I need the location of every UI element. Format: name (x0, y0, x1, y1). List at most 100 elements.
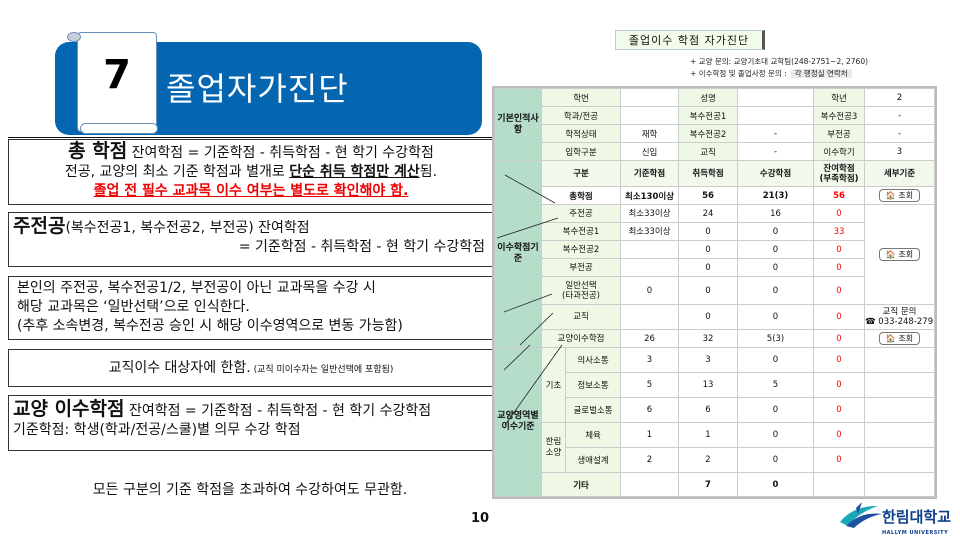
credit-value: 3 (678, 347, 739, 373)
panel-title: 졸업이수 학점 자가진단 (615, 30, 765, 50)
row-label: 주전공 (540, 204, 622, 223)
table-row: 생애설계 2 2 0 0 (495, 447, 936, 473)
field-value (737, 88, 815, 107)
field-label: 이수학기 (813, 142, 866, 161)
page-number: 10 (471, 511, 490, 526)
logo-sub: HALLYM UNIVERSITY (882, 530, 949, 536)
column-header: 구분 (540, 160, 622, 187)
table-row: 부전공 0 0 0 (495, 258, 935, 277)
credit-value: 0 (813, 204, 866, 223)
liberal-line2: 기준학점: 학생(학과/전공/스쿨)별 의무 수강 학점 (13, 422, 301, 438)
credit-value: 0 (737, 258, 815, 277)
row-label: 기타 (540, 472, 622, 497)
credit-value: 6 (678, 397, 739, 423)
credit-value: 0 (813, 304, 866, 330)
credit-value: 최소130이상 (620, 186, 680, 205)
row-label: 총학점 (540, 186, 622, 205)
note-liberal-contact: + 교양 문의: 교양기초대 교학팀(248-2751~2, 2760) (690, 57, 869, 66)
scroll-icon (77, 32, 157, 132)
total-credit-box: 총 학점 잔여학점 = 기준학점 - 취득학점 - 현 학기 수강학점 전공, … (8, 139, 494, 205)
detail-cell (864, 347, 936, 373)
field-label: 복수전공3 (813, 106, 866, 125)
credit-value: 2 (678, 447, 739, 473)
liberal-heading: 교양 이수학점 (13, 398, 125, 420)
teaching-main: 교직이수 대상자에 한함. (108, 360, 251, 376)
row-label: 일반선택 (타과전공) (540, 276, 622, 305)
credit-value: 26 (620, 329, 680, 348)
table-row: 이수학점기준 구분 기준학점 취득학점 수강학점 잔여학점 (부족학점) 세부기준 (494, 160, 936, 348)
credit-value: 0 (813, 372, 866, 398)
total-line2: 전공, 교양의 최소 기준 학점과 별개로 (64, 164, 290, 180)
credit-value: 32 (678, 329, 739, 348)
credit-value: 3 (620, 347, 680, 373)
table-row: 입학구분 신입 교직 - 이수학기 3 (495, 142, 936, 161)
credit-value: 56 (678, 186, 739, 205)
contact-label: 각 행정실 연락처 (790, 69, 852, 78)
credit-value: 2 (620, 447, 680, 473)
credit-value: 최소33이상 (620, 204, 680, 223)
view-button-label: 조회 (898, 191, 914, 200)
major-heading: 주전공 (13, 215, 66, 237)
detail-cell: 🏠 조회 (864, 329, 936, 348)
column-header: 세부기준 (864, 160, 936, 187)
divider (8, 137, 495, 138)
credit-value: 7 (678, 472, 739, 497)
credit-value: 0 (737, 304, 815, 330)
field-label: 부전공 (813, 124, 866, 143)
view-button-label: 조회 (898, 334, 914, 343)
field-value (620, 106, 680, 125)
detail-cell (864, 372, 936, 398)
credit-value: 0 (678, 240, 739, 259)
field-label: 학년 (813, 88, 866, 107)
major-paren: (복수전공1, 복수전공2, 부전공) 잔여학점 (65, 220, 310, 236)
credit-value: 5 (737, 372, 815, 398)
row-label: 교직 (540, 304, 622, 330)
row-label: 체육 (564, 422, 622, 448)
field-value: - (864, 106, 936, 125)
teaching-contact: 교직 문의 (882, 307, 917, 317)
credit-value (620, 240, 680, 259)
scroll-bottom-icon (80, 123, 158, 134)
group-liberal-standard: 교양영역별 이수기준 (494, 347, 542, 497)
teaching-phone: ☎ 033-248-2791 (865, 317, 935, 327)
credit-value: 0 (737, 276, 815, 305)
section-number: 7 (103, 52, 131, 98)
view-button[interactable]: 🏠 조회 (878, 189, 921, 202)
general-line3: (추후 소속변경, 복수전공 승인 시 해당 이수영역으로 변동 가능함) (17, 318, 403, 334)
credit-value: 0 (813, 258, 866, 277)
table-row: 교양영역별 이수기준 기초 의사소통 3 3 0 0 (494, 347, 936, 497)
credit-table: 기본인적사항 학번 성명 학년 2 학과/전공 복수전공1 복수전공3- 학적상태 재학 복수전공2… (491, 86, 938, 499)
table-row: 교직 0 0 0 교직 문의 ☎ 033-248-2791 (495, 304, 936, 330)
teaching-note: (교직 미이수자는 일반선택에 포함됨) (250, 365, 394, 375)
credit-value: 1 (678, 422, 739, 448)
field-value (620, 88, 680, 107)
hallym-logo-icon (840, 502, 882, 528)
section-title: 졸업자가진단 (166, 70, 349, 108)
credit-value: 0 (737, 397, 815, 423)
table-row: 총학점 최소130이상 56 21(3) 56 🏠 조회 (495, 186, 936, 205)
group-basic-info: 기본인적사항 (494, 88, 542, 161)
table-row: 정보소통 5 13 5 0 (495, 372, 936, 398)
view-button[interactable]: 🏠 조회 (878, 248, 921, 261)
credit-value: 0 (737, 240, 815, 259)
credit-value: 0 (678, 258, 739, 277)
credit-value (620, 304, 680, 330)
view-button[interactable]: 🏠 조회 (878, 332, 921, 345)
row-label: 생애설계 (564, 447, 622, 473)
credit-value: 0 (813, 347, 866, 373)
detail-cell (864, 447, 936, 473)
credit-value: 0 (813, 397, 866, 423)
credit-value (813, 472, 866, 497)
field-label: 성명 (678, 88, 739, 107)
detail-cell (864, 397, 936, 423)
subgroup-hallym: 한림소양 (541, 422, 566, 473)
subgroup-basic: 기초 (541, 347, 566, 423)
credit-value: 최소33이상 (620, 222, 680, 241)
table-row: 기본인적사항 학번 성명 학년 2 (494, 88, 936, 161)
field-label: 입학구분 (540, 142, 622, 161)
scroll-curl-icon (67, 32, 81, 42)
credit-value (620, 258, 680, 277)
home-icon: 🏠 (885, 334, 899, 343)
credit-value: 0 (678, 304, 739, 330)
field-value: - (737, 142, 815, 161)
